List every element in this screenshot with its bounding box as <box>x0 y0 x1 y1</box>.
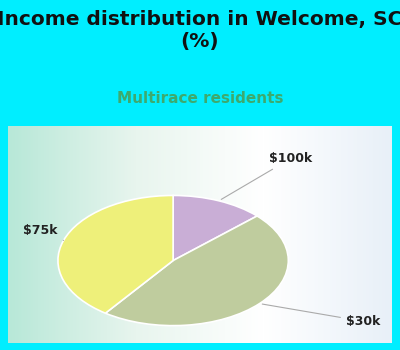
Wedge shape <box>58 195 173 313</box>
Text: $100k: $100k <box>221 152 312 200</box>
Text: $75k: $75k <box>23 224 64 240</box>
Text: $30k: $30k <box>262 304 380 328</box>
Wedge shape <box>173 195 257 260</box>
Text: Income distribution in Welcome, SC
(%): Income distribution in Welcome, SC (%) <box>0 10 400 51</box>
Text: Multirace residents: Multirace residents <box>117 91 283 106</box>
Wedge shape <box>106 216 288 326</box>
